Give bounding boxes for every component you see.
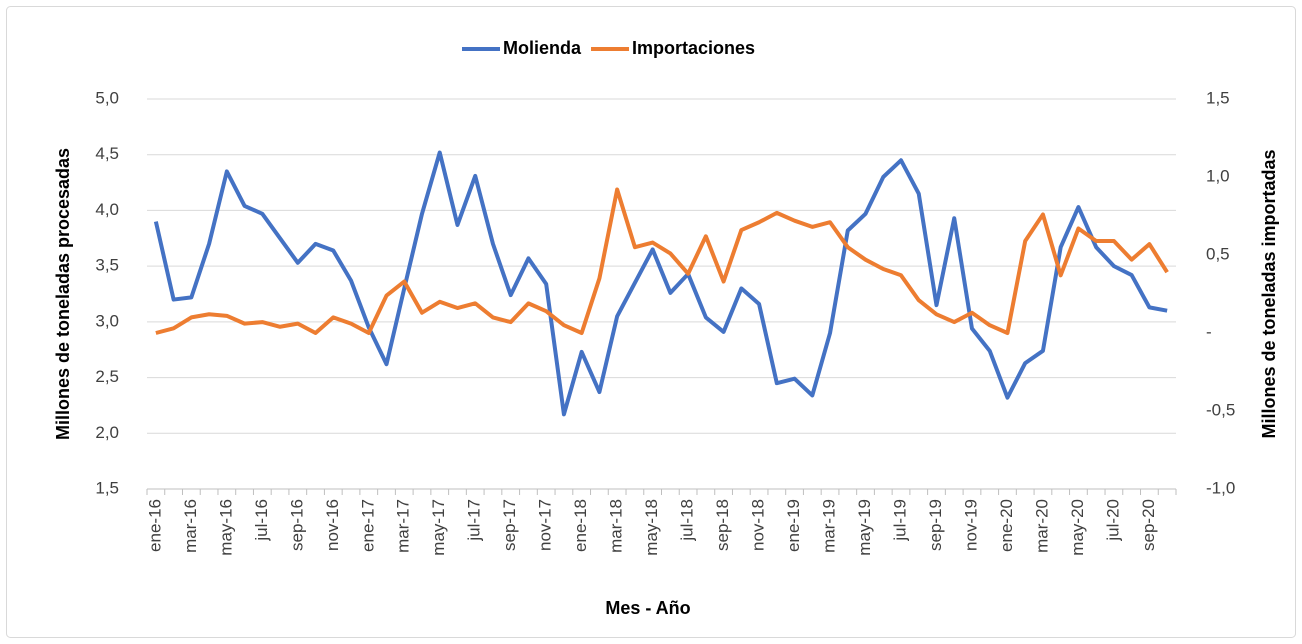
y-tick-label: 3,0 <box>95 311 119 330</box>
x-tick-label: nov-18 <box>749 499 768 551</box>
x-tick-label: mar-20 <box>1032 499 1051 553</box>
y-tick-label: 3,5 <box>95 256 119 275</box>
x-tick-label: mar-18 <box>607 499 626 553</box>
series-line <box>155 187 1169 335</box>
legend-label: Importaciones <box>632 38 755 58</box>
x-tick-label: may-18 <box>642 499 661 556</box>
y2-tick-label: 0,5 <box>1206 244 1230 263</box>
x-tick-label: sep-16 <box>287 499 306 551</box>
x-tick-label: jul-17 <box>465 499 484 542</box>
x-tick-label: nov-17 <box>536 499 555 551</box>
x-tick-label: sep-17 <box>500 499 519 551</box>
y-axis-title: Millones de toneladas procesadas <box>53 148 73 440</box>
x-tick-label: mar-19 <box>820 499 839 553</box>
series-line <box>153 150 1168 417</box>
y2-tick-label: -1,0 <box>1206 478 1235 497</box>
x-tick-label: jul-16 <box>252 499 271 542</box>
y2-tick-label: - <box>1206 322 1212 341</box>
y2-axis-title: Millones de toneladas importadas <box>1259 149 1279 438</box>
x-tick-label: jul-20 <box>1103 499 1122 542</box>
y-tick-label: 5,0 <box>95 88 119 107</box>
x-tick-label: may-19 <box>855 499 874 556</box>
x-tick-label: may-16 <box>216 499 235 556</box>
x-tick-label: mar-17 <box>394 499 413 553</box>
x-tick-label: ene-17 <box>358 499 377 552</box>
x-tick-label: ene-19 <box>784 499 803 552</box>
x-tick-label: mar-16 <box>181 499 200 553</box>
x-tick-label: may-20 <box>1068 499 1087 556</box>
x-tick-label: sep-20 <box>1139 499 1158 551</box>
x-tick-label: sep-19 <box>926 499 945 551</box>
x-tick-label: ene-16 <box>145 499 164 552</box>
x-tick-label: ene-18 <box>571 499 590 552</box>
x-tick-label: nov-19 <box>961 499 980 551</box>
y-tick-label: 4,0 <box>95 200 119 219</box>
y-tick-label: 2,0 <box>95 423 119 442</box>
legend-label: Molienda <box>503 38 582 58</box>
x-tick-label: may-17 <box>429 499 448 556</box>
x-tick-label: ene-20 <box>997 499 1016 552</box>
y-tick-label: 1,5 <box>95 478 119 497</box>
y2-tick-label: 1,5 <box>1206 88 1230 107</box>
y2-tick-label: -0,5 <box>1206 400 1235 419</box>
y-tick-label: 4,5 <box>95 144 119 163</box>
y2-tick-label: 1,0 <box>1206 166 1230 185</box>
x-tick-label: jul-18 <box>678 499 697 542</box>
x-tick-label: nov-16 <box>323 499 342 551</box>
y-tick-label: 2,5 <box>95 367 119 386</box>
x-tick-label: jul-19 <box>890 499 909 542</box>
x-tick-label: sep-18 <box>713 499 732 551</box>
x-axis-title: Mes - Año <box>605 598 690 618</box>
